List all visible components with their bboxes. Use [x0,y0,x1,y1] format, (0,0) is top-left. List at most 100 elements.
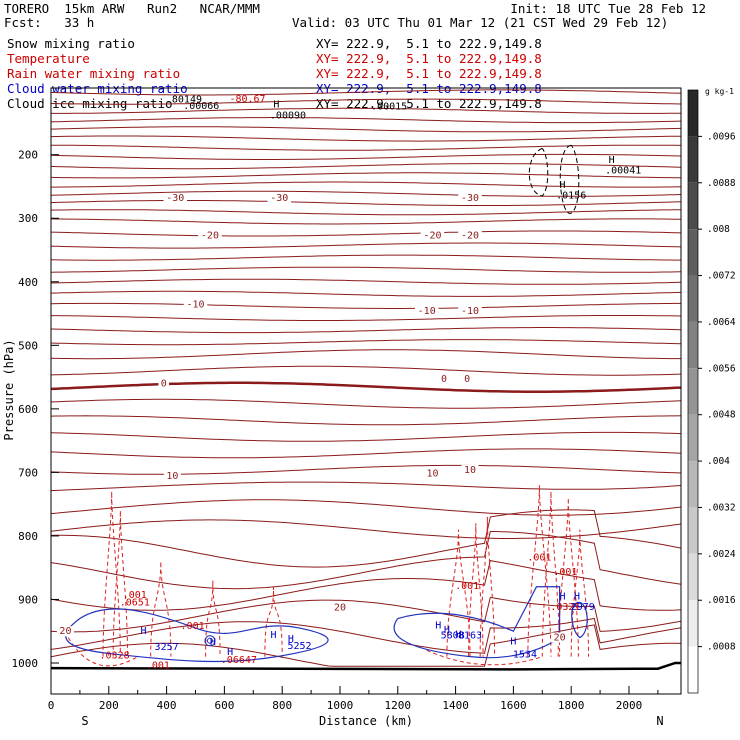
isotherm-line [51,509,681,568]
rain-label: .0321 [550,602,580,613]
x-tick-label: 1800 [558,699,585,712]
temperature-label: -20 [423,230,441,241]
label-backing [458,230,482,241]
rain-label: .0651 [120,598,150,609]
isotherm-line [51,200,681,206]
cloud-water-cell [204,635,216,647]
colorbar-swatch [688,461,698,508]
isotherm-line [51,266,681,273]
axes: 0 200 400 600 800 1000 1200 1400 1600 1800 2000200… [2,149,664,728]
field-xy-range: XY= 222.9, 5.1 to 222.9,149.8 [316,66,542,81]
temperature-label: 20 [59,626,71,637]
rain-contour [527,485,552,657]
colorbar-label: .0056 [707,363,736,374]
x-tick-label: 1000 [327,699,354,712]
upper-level-label: H [559,180,565,191]
plot-frame [50,87,682,695]
y-tick-label: 900 [18,593,38,606]
rain-label: .001 [455,581,479,592]
south-label: S [81,714,88,728]
cloud-water-label: H [227,647,233,658]
isotherm-line [51,519,681,539]
upper-level-label: .00041 [605,166,641,177]
cloud-water-label: H [559,591,565,602]
field-name: Rain water mixing ratio [7,66,181,81]
isotherm-line [51,448,681,459]
y-tick-label: 400 [18,276,38,289]
isotherm-line [51,163,681,170]
isotherm-line [51,327,681,334]
rain-contour [426,649,543,666]
rain-label: .001 [123,590,147,601]
rain-contour [205,580,221,657]
colorbar-swatch [688,136,698,183]
colorbar-label: .0048 [707,410,736,421]
terrain-surface [51,661,681,671]
rain-contour [102,491,121,657]
cloud-water-label: 2979 [571,602,595,613]
colorbar-frame [687,89,699,694]
colorbar-label: .0032 [707,502,736,513]
label-backing [163,471,181,482]
cloud-water-contour [65,608,329,663]
upper-level-label: .00090 [270,110,306,121]
temperature-label: 0 [441,374,447,385]
label-backing [420,230,445,241]
rain-label: .06647 [221,655,257,666]
cloud-water-label: H [455,629,461,640]
label-backing [458,306,482,317]
isotherm-line [51,107,681,114]
isotherm-line [51,499,681,516]
isotherm-line [51,431,681,442]
isotherm-line [51,209,681,216]
x-tick-label: 1400 [442,699,469,712]
x-tick-label: 600 [214,699,234,712]
label-backing [331,602,349,613]
y-tick-label: 300 [18,212,38,225]
rain-contour [150,561,172,657]
x-tick-label: 1600 [500,699,527,712]
isotherm-line [51,302,681,309]
colorbar-swatch [688,275,698,322]
label-backing [414,306,439,317]
cloud-water-contour [571,602,588,639]
colorbar-label: .0072 [707,271,736,282]
cloud-water-label: 8163 [458,631,482,642]
temperature-label: -10 [418,306,436,317]
label-backing [267,192,292,203]
temperature-label: 0 [161,378,167,389]
y-tick-label: 600 [18,403,38,416]
rain-label: .001 [553,567,577,578]
isotherm-line [51,144,681,151]
colorbar-label: .0008 [707,642,736,653]
valid-time: Valid: 03 UTC Thu 01 Mar 12 (21 CST Wed … [292,15,669,30]
y-tick-label: 700 [18,466,38,479]
cloud-water-label: H [435,621,441,632]
x-tick-label: 400 [157,699,177,712]
label-backing [198,230,222,241]
cloud-water-contour [393,586,561,659]
upper-level-label: .00015 [371,101,407,112]
colorbar-swatch [688,414,698,462]
x-tick-label: 2000 [616,699,643,712]
north-label: N [656,714,663,728]
terrain-line [51,661,681,671]
isotherm-line [51,365,681,376]
rain-label: .001 [527,553,551,564]
contour-labels: -30 -30 -30 -20 -20 -20 -10 -10 -10 0 0 0 10 10 10 20 20… [56,94,641,672]
field-xy-range: XY= 222.9, 5.1 to 222.9,149.8 [316,51,542,66]
colorbar-swatch [688,600,698,647]
isotherm-line [51,98,681,105]
isotherm-line [51,126,681,133]
temperature-label: -20 [201,230,219,241]
y-tick-label: 500 [18,339,38,352]
cloud-water-label: H [574,591,580,602]
y-tick-label: 800 [18,530,38,543]
temperature-label: 20 [554,633,566,644]
temperature-label: -10 [461,306,479,317]
rain-contour [468,523,484,657]
label-backing [158,378,169,389]
rain-contour [479,516,496,657]
isotherm-line [51,464,681,475]
temperature-label: 0 [464,374,470,385]
